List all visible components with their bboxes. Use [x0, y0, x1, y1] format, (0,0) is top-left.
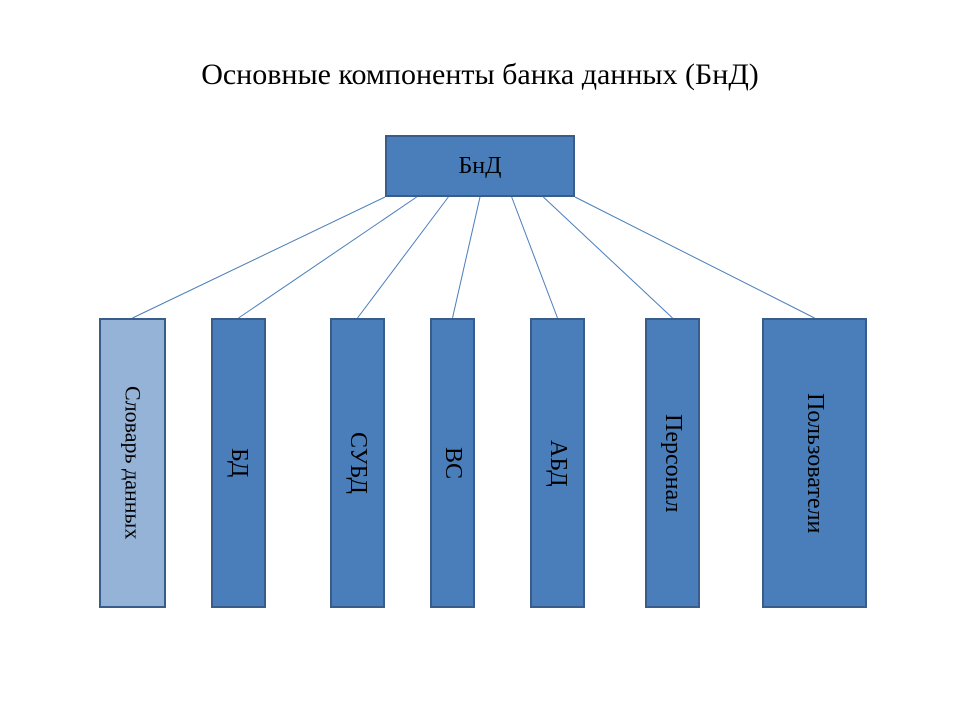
- connector-line: [133, 197, 386, 318]
- child-node-abd: АБД: [530, 318, 585, 608]
- child-node-pers: Персонал: [645, 318, 700, 608]
- connector-line: [358, 197, 449, 318]
- child-node-bd: БД: [211, 318, 266, 608]
- child-node-label: Пользователи: [801, 393, 828, 533]
- child-node-label: БД: [225, 448, 252, 477]
- child-node-dict: Словарь данных: [99, 318, 166, 608]
- child-node-users: Пользователи: [762, 318, 867, 608]
- root-node-label: БнД: [459, 153, 502, 180]
- connector-line: [543, 197, 672, 318]
- connector-line: [453, 197, 481, 318]
- connector-line: [239, 197, 417, 318]
- child-node-label: Персонал: [659, 414, 686, 512]
- child-node-subd: СУБД: [330, 318, 385, 608]
- connector-line: [575, 197, 815, 318]
- child-node-vs: ВС: [430, 318, 475, 608]
- child-node-label: Словарь данных: [120, 386, 146, 539]
- root-node: БнД: [385, 135, 575, 197]
- child-node-label: АБД: [544, 440, 571, 487]
- child-node-label: ВС: [439, 447, 466, 479]
- connector-line: [512, 197, 558, 318]
- diagram-title: Основные компоненты банка данных (БнД): [0, 58, 960, 92]
- diagram-title-text: Основные компоненты банка данных (БнД): [201, 58, 759, 91]
- child-node-label: СУБД: [344, 432, 371, 494]
